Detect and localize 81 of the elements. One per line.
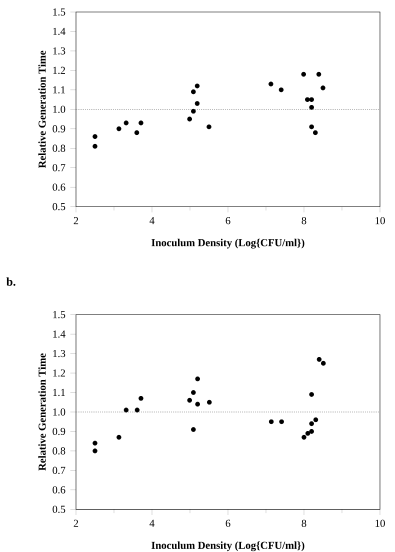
y-tick-label: 1.5 <box>53 311 66 318</box>
point <box>116 126 122 132</box>
x-tick-label: 8 <box>302 520 306 527</box>
text: b. <box>6 277 16 286</box>
point <box>309 429 314 434</box>
point <box>138 120 144 126</box>
x-tick-label: 6 <box>226 520 230 527</box>
point <box>92 134 98 139</box>
point <box>187 398 192 403</box>
y-tick-label: 0.7 <box>52 164 66 172</box>
point <box>268 82 274 86</box>
point <box>206 400 212 405</box>
point <box>312 130 318 136</box>
point <box>195 402 200 407</box>
point <box>92 440 98 446</box>
y-tick-label: 0.5 <box>52 203 66 210</box>
y-tick-label: 1.2 <box>53 66 66 74</box>
y-tick-label: 1.0 <box>53 408 66 416</box>
point <box>194 101 200 106</box>
point <box>124 120 129 126</box>
y-tick-label: 1.1 <box>53 86 65 94</box>
point <box>116 434 122 440</box>
point <box>302 434 306 440</box>
x-tick-label: 2 <box>74 217 78 224</box>
y-tick-label: 1.4 <box>53 28 66 36</box>
point <box>316 72 322 77</box>
x-tick-label: 10 <box>376 217 385 224</box>
y-tick-label: 1.2 <box>53 369 66 377</box>
x-tick-label: 8 <box>302 217 306 224</box>
x-tick-label: 6 <box>226 217 230 224</box>
point <box>313 417 318 422</box>
y-axis-title: Relative Generation Time <box>38 353 46 471</box>
point <box>279 419 284 424</box>
point <box>187 116 192 122</box>
x-tick-label: 10 <box>376 520 385 527</box>
point <box>206 124 212 130</box>
x-axis-title: Inoculum Density (Log{CFU/ml}) <box>152 238 304 249</box>
x-tick-label: 4 <box>150 520 154 527</box>
point <box>309 124 314 130</box>
point <box>320 86 326 90</box>
y-tick-label: 1.4 <box>53 330 66 338</box>
point <box>191 427 196 432</box>
x-tick-label: 2 <box>74 520 78 527</box>
point <box>194 84 200 88</box>
point <box>309 97 314 102</box>
point <box>305 97 310 102</box>
point <box>309 104 314 110</box>
y-tick-label: 1.3 <box>53 47 66 55</box>
y-axis-title: Relative Generation Time <box>38 50 46 168</box>
point <box>320 360 326 366</box>
point <box>316 357 322 362</box>
point <box>134 408 140 412</box>
x-tick-label: 4 <box>150 217 154 224</box>
y-tick-label: 0.8 <box>52 447 66 455</box>
y-tick-label: 1.1 <box>53 388 65 396</box>
point <box>309 421 314 426</box>
point <box>134 130 140 136</box>
y-tick-label: 0.9 <box>52 428 66 436</box>
point <box>191 89 196 94</box>
point <box>138 396 144 401</box>
point <box>191 108 196 114</box>
point <box>92 448 98 454</box>
point <box>278 87 284 92</box>
y-tick-label: 1.3 <box>53 350 66 358</box>
y-tick-label: 0.5 <box>52 506 66 513</box>
y-tick-label: 0.9 <box>52 125 66 132</box>
point <box>195 376 200 382</box>
y-tick-label: 0.6 <box>52 184 66 191</box>
point <box>301 72 306 77</box>
point <box>124 408 129 412</box>
x-axis-title: Inoculum Density (Log{CFU/ml}) <box>152 541 304 552</box>
y-tick-label: 1.5 <box>53 8 66 16</box>
point <box>92 144 98 149</box>
y-tick-label: 1.0 <box>53 106 66 113</box>
point <box>191 390 196 395</box>
point <box>268 419 274 424</box>
point <box>309 392 314 397</box>
y-tick-label: 0.8 <box>52 144 66 152</box>
y-tick-label: 0.7 <box>52 466 66 474</box>
y-tick-label: 0.6 <box>52 486 66 494</box>
point <box>305 431 310 436</box>
